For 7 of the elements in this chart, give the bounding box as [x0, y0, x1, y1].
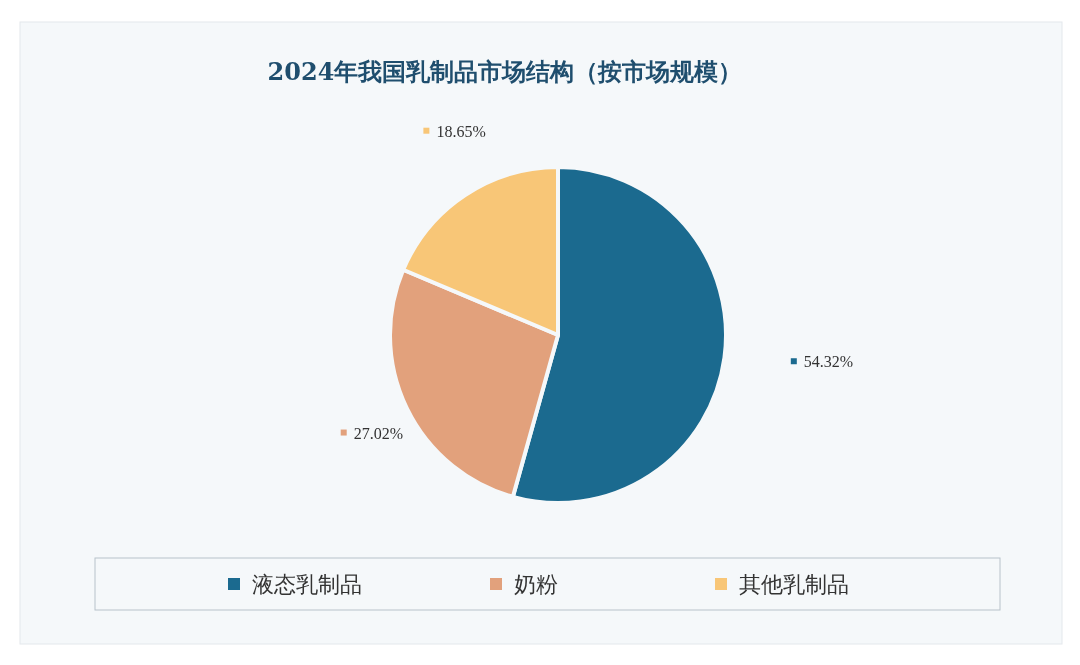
chart-title: 2024年我国乳制品市场结构（按市场规模） [267, 57, 743, 86]
legend-label: 液态乳制品 [252, 572, 362, 597]
legend-label: 奶粉 [514, 572, 558, 597]
data-label: 27.02% [353, 424, 404, 442]
legend-label: 其他乳制品 [739, 572, 849, 597]
data-label: 54.32% [803, 353, 854, 371]
data-label: 18.65% [436, 122, 486, 140]
